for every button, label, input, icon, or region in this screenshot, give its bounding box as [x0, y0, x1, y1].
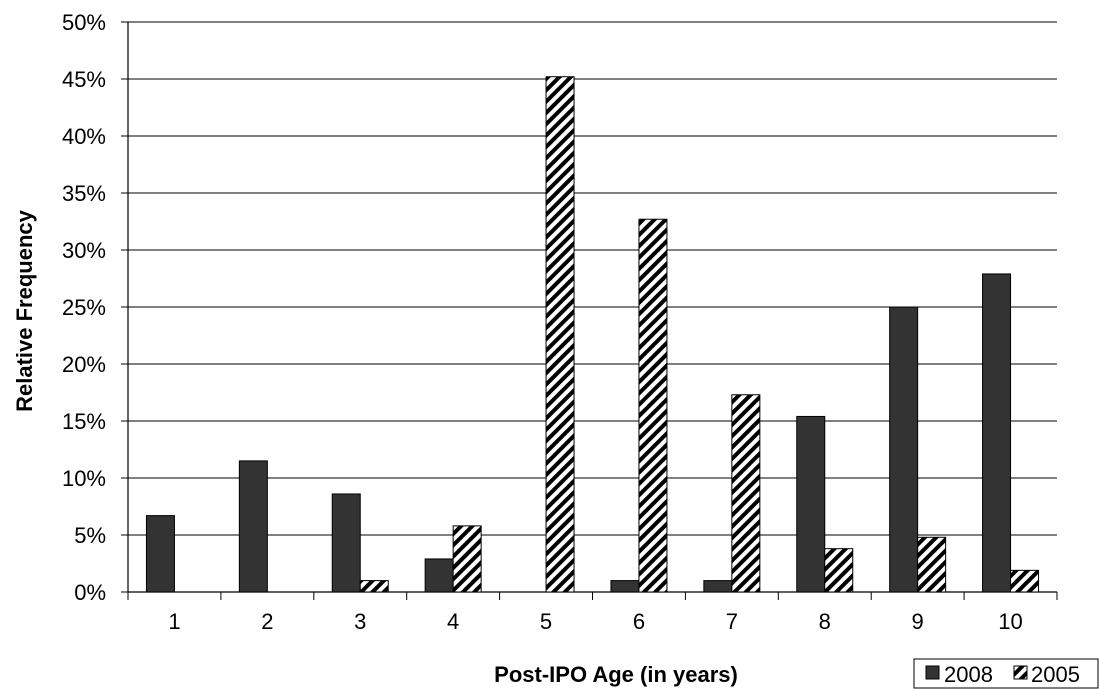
- bar-2008-4: [424, 558, 454, 593]
- legend: 2008 2005: [913, 658, 1099, 689]
- bar-2005-4: [452, 525, 482, 593]
- legend-box: [913, 658, 1099, 689]
- y-tick-label: 15%: [62, 409, 106, 434]
- bar-2008-3: [331, 493, 361, 593]
- x-tick-label: 10: [998, 609, 1022, 634]
- x-tick-label: 8: [819, 609, 831, 634]
- legend-swatch-2005: [1013, 665, 1028, 680]
- bar-2008-9: [889, 306, 919, 593]
- y-tick-label: 45%: [62, 67, 106, 92]
- x-tick-label: 9: [912, 609, 924, 634]
- gridlines: [128, 21, 1057, 536]
- x-tick-label: 7: [726, 609, 738, 634]
- y-tick-label: 5%: [74, 523, 106, 548]
- y-tick-label: 40%: [62, 124, 106, 149]
- bars: [145, 76, 1040, 593]
- legend-swatch-2008: [925, 665, 940, 680]
- bar-2005-10: [1010, 569, 1040, 593]
- y-tick-label: 10%: [62, 466, 106, 491]
- bar-2005-9: [917, 536, 947, 593]
- bar-2008-6: [610, 580, 640, 593]
- y-tick-label: 35%: [62, 181, 106, 206]
- bar-2005-5: [545, 76, 575, 593]
- x-tick-label: 3: [354, 609, 366, 634]
- bar-2008-7: [703, 580, 733, 593]
- y-tick-label: 20%: [62, 352, 106, 377]
- bar-2005-3: [359, 580, 389, 593]
- bar-2008-10: [982, 273, 1012, 593]
- x-tick-label: 4: [447, 609, 459, 634]
- legend-label-2008: 2008: [944, 662, 993, 687]
- bar-2005-6: [638, 218, 668, 593]
- bar-2008-8: [796, 415, 826, 593]
- y-tick-label: 30%: [62, 238, 106, 263]
- legend-label-2005: 2005: [1031, 662, 1080, 687]
- x-axis-title: Post-IPO Age (in years): [494, 662, 738, 687]
- bar-2008-1: [145, 515, 175, 593]
- x-tick-label: 1: [168, 609, 180, 634]
- x-tick-label: 5: [540, 609, 552, 634]
- y-tick-label: 25%: [62, 295, 106, 320]
- tick-labels: 0% 5% 10% 15% 20% 25% 30% 35% 40% 45% 50% 1 2 3 4 5 6 7 8 9…: [62, 10, 1023, 634]
- y-axis-title: Relative Frequency: [12, 209, 37, 412]
- x-tick-label: 6: [633, 609, 645, 634]
- bar-2008-2: [238, 460, 268, 593]
- bar-2005-7: [731, 394, 761, 593]
- y-tick-label: 50%: [62, 10, 106, 35]
- y-tick-label: 0%: [74, 580, 106, 605]
- x-tick-label: 2: [261, 609, 273, 634]
- bar-2005-8: [824, 548, 854, 593]
